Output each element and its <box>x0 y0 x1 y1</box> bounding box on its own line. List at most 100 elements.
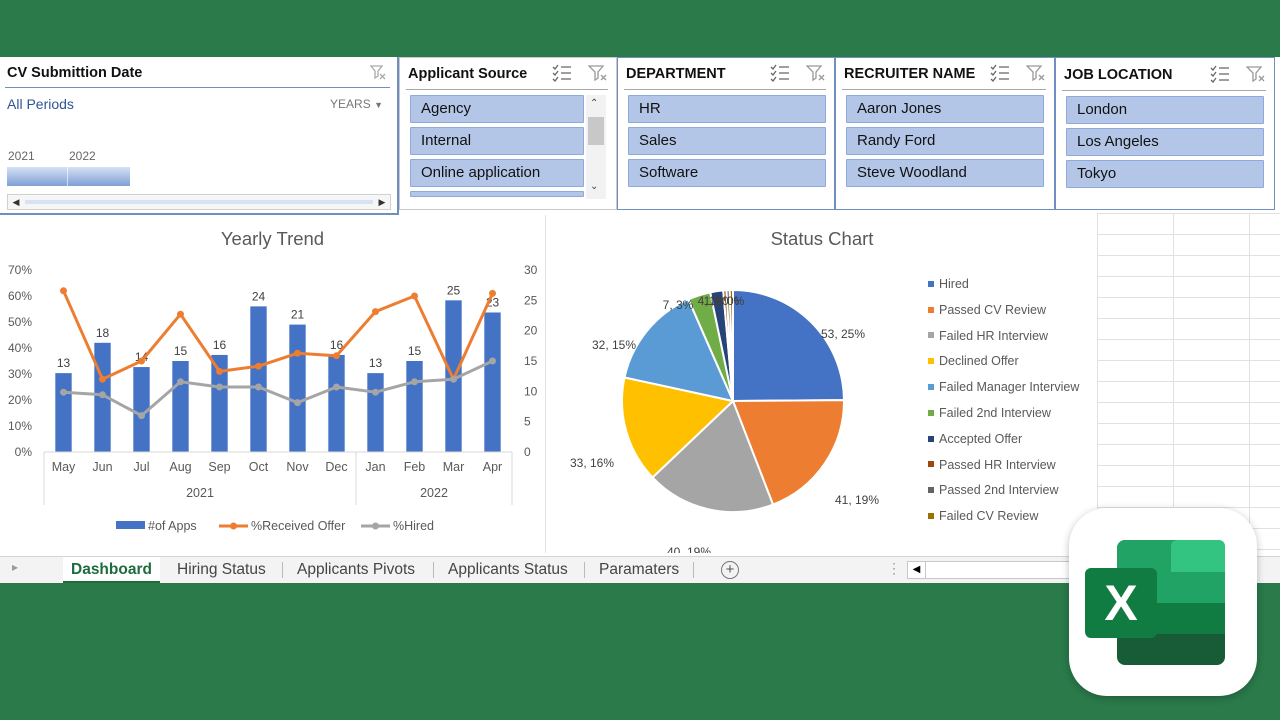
timeline-selection-bar[interactable] <box>7 167 130 186</box>
legend-item: Failed HR Interview <box>928 329 1048 343</box>
line-point <box>411 292 418 300</box>
bar-data-label: 21 <box>291 308 305 322</box>
timeline-slicer[interactable]: CV Submittion Date All Periods YEARS ▼ 2… <box>0 57 399 215</box>
slicer-item-sales[interactable]: Sales <box>628 127 826 155</box>
tab-applicants-pivots[interactable]: Applicants Pivots <box>297 561 416 578</box>
line-point <box>294 399 301 407</box>
slicer-title: Applicant Source <box>408 66 528 82</box>
slicer-item-aaron-jones[interactable]: Aaron Jones <box>846 95 1044 123</box>
line-point <box>216 383 223 391</box>
pie-data-label: 4, 2% <box>698 294 729 308</box>
x-tick-label: Aug <box>169 460 191 474</box>
line-point <box>411 378 418 386</box>
bar <box>328 354 345 452</box>
time-level-dropdown[interactable]: YEARS ▼ <box>330 97 383 111</box>
multi-select-icon[interactable] <box>770 64 790 82</box>
line-point <box>294 349 301 357</box>
tab-applicants-status[interactable]: Applicants Status <box>448 561 568 578</box>
scroll-right-icon[interactable]: ▶ <box>378 197 386 207</box>
slicer-item-steve-woodland[interactable]: Steve Woodland <box>846 159 1044 187</box>
bar-data-label: 16 <box>330 338 344 352</box>
line-point <box>99 375 106 383</box>
chevron-down-icon[interactable]: ⌄ <box>590 181 599 192</box>
slicer-item-tokyo[interactable]: Tokyo <box>1066 160 1264 188</box>
bar <box>406 361 423 452</box>
line-point <box>138 357 145 365</box>
y-left-tick-label: 40% <box>8 341 32 355</box>
clear-filter-icon[interactable] <box>369 63 387 81</box>
bar <box>484 312 501 452</box>
slicer-job-location[interactable]: JOB LOCATION London Los Angeles Tokyo <box>1055 57 1275 210</box>
bar-data-label: 18 <box>96 326 110 340</box>
scroll-left-icon[interactable]: ◀ <box>908 562 926 578</box>
slicer-item-los-angeles[interactable]: Los Angeles <box>1066 128 1264 156</box>
clear-filter-icon[interactable] <box>806 64 826 82</box>
slicer-item-randy-ford[interactable]: Randy Ford <box>846 127 1044 155</box>
slicer-recruiter-name[interactable]: RECRUITER NAME Aaron Jones Randy Ford St… <box>835 57 1055 210</box>
line-point <box>333 352 340 360</box>
x-tick-label: Oct <box>249 460 269 474</box>
tab-paramaters[interactable]: Paramaters <box>599 561 680 578</box>
x-tick-label: Feb <box>404 460 426 474</box>
legend-swatch <box>116 521 145 529</box>
clear-filter-icon[interactable] <box>588 64 608 82</box>
slicer-item-internal[interactable]: Internal <box>410 127 584 155</box>
legend-item: Failed CV Review <box>928 509 1038 523</box>
line-point <box>255 383 262 391</box>
line-point <box>372 388 379 396</box>
worksheet: CV Submittion Date All Periods YEARS ▼ 2… <box>0 57 1280 583</box>
multi-select-icon[interactable] <box>990 64 1010 82</box>
pie-slice <box>651 399 775 513</box>
clear-filter-icon[interactable] <box>1026 64 1046 82</box>
series-line <box>62 290 494 381</box>
horizontal-scrollbar[interactable]: ◀ <box>907 561 1087 579</box>
yearly-trend-chart[interactable]: Yearly Trend 0% 10% 20% 30% 40% 50% 60% 70% 0 5 10… <box>0 215 546 553</box>
bar-data-label: 15 <box>408 344 422 358</box>
x-tick-label: Jan <box>365 460 385 474</box>
line-point <box>60 287 67 295</box>
chart-title: Status Chart <box>770 228 874 249</box>
slicer-item-agency[interactable]: Agency <box>410 95 584 123</box>
line-point <box>489 289 496 297</box>
legend-label: Passed HR Interview <box>939 457 1056 472</box>
bar-data-label: 13 <box>369 356 383 370</box>
line-point <box>333 383 340 391</box>
slicer-item-hr[interactable]: HR <box>628 95 826 123</box>
slicer-item-software[interactable]: Software <box>628 159 826 187</box>
timeline-scrollbar[interactable]: ◀ ▶ <box>7 194 391 210</box>
y-left-tick-label: 0% <box>15 445 33 459</box>
slicer-item-partial[interactable] <box>410 191 584 197</box>
add-sheet-icon[interactable]: + <box>721 561 739 579</box>
multi-select-icon[interactable] <box>552 64 572 82</box>
legend-label: Passed 2nd Interview <box>939 483 1059 498</box>
cell-grid[interactable] <box>1097 213 1280 553</box>
y-right-tick-label: 5 <box>524 415 531 429</box>
x-tick-label: Apr <box>483 460 502 474</box>
multi-select-icon[interactable] <box>1210 65 1230 83</box>
status-chart[interactable]: Status Chart 53, 25% 41, 19% 40, 19% 33, 16… <box>547 215 1097 553</box>
sheet-nav-right-icon[interactable]: ▸ <box>12 560 19 574</box>
splitter-handle-icon[interactable]: ⋮ <box>887 560 901 576</box>
line-point <box>177 310 184 318</box>
slicer-item-london[interactable]: London <box>1066 96 1264 124</box>
slicer-department[interactable]: DEPARTMENT HR Sales Software <box>617 57 835 210</box>
chevron-up-icon[interactable]: ⌃ <box>590 98 599 109</box>
legend-swatch <box>928 280 934 287</box>
clear-filter-icon[interactable] <box>1246 65 1266 83</box>
y-left-tick-label: 10% <box>8 419 32 433</box>
legend-label: %Received Offer <box>251 519 345 533</box>
pie-slice <box>732 288 846 403</box>
pie-data-label: 7, 3% <box>663 298 694 312</box>
legend-item: Passed CV Review <box>928 303 1046 317</box>
scroll-left-icon[interactable]: ◀ <box>12 197 20 207</box>
slicer-item-online-application[interactable]: Online application <box>410 159 584 187</box>
x-tick-label: Jul <box>134 460 150 474</box>
slicer-scrollbar[interactable]: ⌃ ⌄ <box>586 95 606 199</box>
legend-label: Passed CV Review <box>939 302 1046 317</box>
slicer-applicant-source[interactable]: Applicant Source Agency Internal Online … <box>399 57 617 210</box>
series-line <box>63 359 494 418</box>
pie-data-label: 53, 25% <box>821 327 865 341</box>
tab-dashboard[interactable]: Dashboard <box>63 557 160 583</box>
tab-hiring-status[interactable]: Hiring Status <box>177 561 266 578</box>
legend-item: Hired <box>928 277 969 291</box>
